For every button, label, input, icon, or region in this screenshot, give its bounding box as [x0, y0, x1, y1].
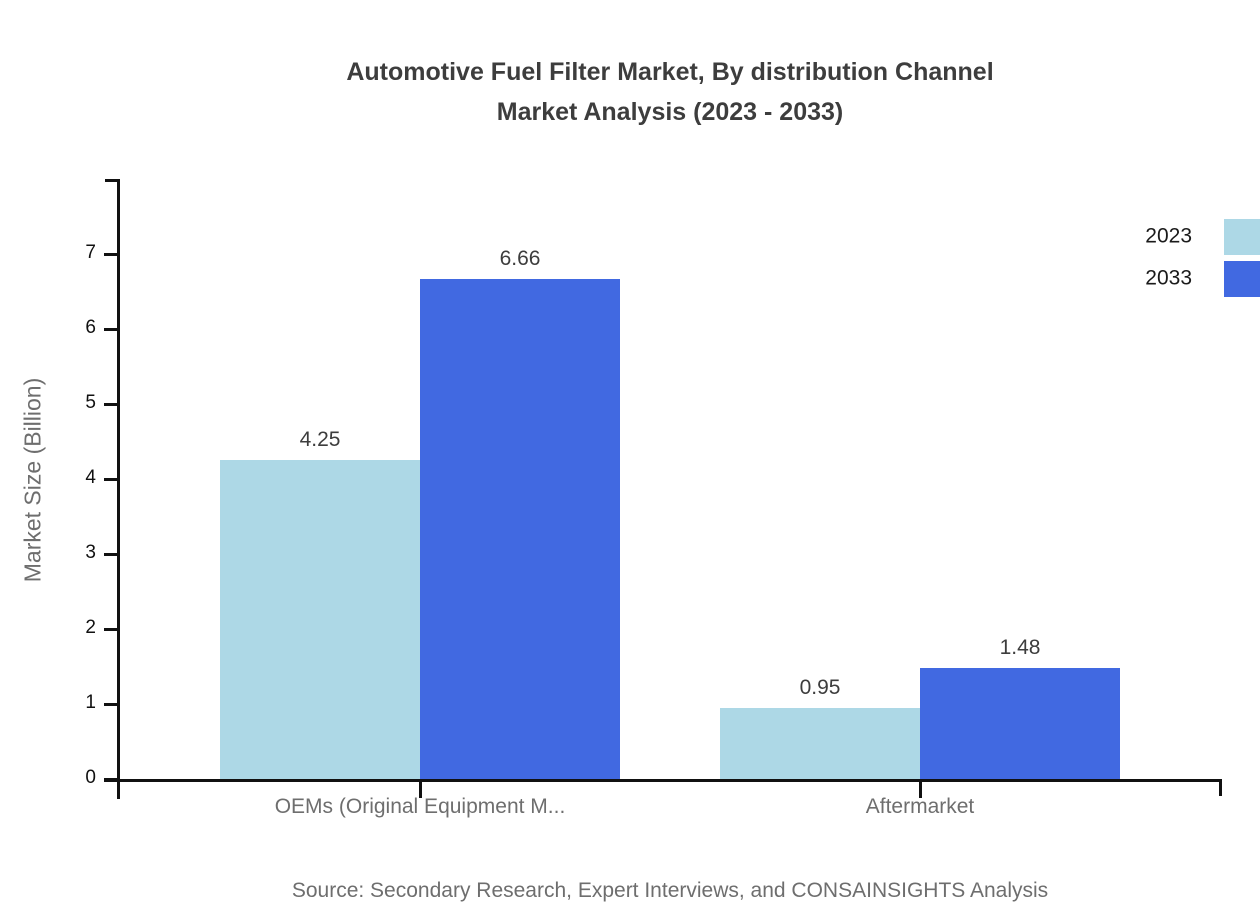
bar-2023-cat0 — [220, 460, 420, 779]
y-tick — [104, 628, 118, 631]
chart-title: Automotive Fuel Filter Market, By distri… — [80, 52, 1260, 132]
y-tick — [104, 478, 118, 481]
chart-title-line1: Automotive Fuel Filter Market, By distri… — [346, 58, 994, 86]
x-tick — [419, 779, 422, 798]
y-tick — [104, 778, 118, 781]
y-tick-label: 0 — [85, 767, 96, 788]
x-category-label: OEMs (Original Equipment M... — [274, 795, 566, 818]
legend-swatch-2033 — [1224, 261, 1260, 297]
legend-item-2023: 2023 — [1130, 219, 1260, 255]
y-tick — [104, 403, 118, 406]
y-tick — [104, 328, 118, 331]
y-tick — [104, 253, 118, 256]
source-note: Source: Secondary Research, Expert Inter… — [291, 879, 1049, 902]
x-axis-end-cap — [1219, 779, 1222, 796]
bar-value-label: 1.48 — [999, 636, 1041, 659]
y-tick-label: 6 — [85, 317, 96, 338]
y-axis-top-cap — [105, 179, 120, 182]
y-tick-label: 7 — [85, 242, 96, 263]
chart-title-line2: Market Analysis (2023 - 2033) — [496, 98, 844, 126]
y-tick-label: 5 — [85, 392, 96, 413]
bar-2023-cat1 — [720, 708, 920, 779]
x-tick — [919, 779, 922, 798]
x-axis-line — [104, 779, 1222, 782]
legend-item-2033: 2033 — [1130, 261, 1260, 297]
legend-label: 2033 — [1145, 266, 1192, 290]
bar-value-label: 0.95 — [799, 676, 841, 699]
bar-value-label: 4.25 — [299, 428, 341, 451]
y-tick-label: 1 — [85, 692, 96, 713]
y-tick — [104, 703, 118, 706]
legend-swatch-2023 — [1224, 219, 1260, 255]
y-tick-label: 2 — [85, 617, 96, 638]
y-tick-label: 4 — [85, 467, 96, 488]
bar-value-label: 6.66 — [499, 247, 541, 270]
y-tick — [104, 553, 118, 556]
bar-2033-cat0 — [420, 279, 620, 779]
y-axis-line — [117, 179, 120, 799]
x-category-label: Aftermarket — [865, 795, 975, 818]
legend-label: 2023 — [1145, 224, 1192, 248]
y-tick-label: 3 — [85, 542, 96, 563]
bar-2033-cat1 — [920, 668, 1120, 779]
